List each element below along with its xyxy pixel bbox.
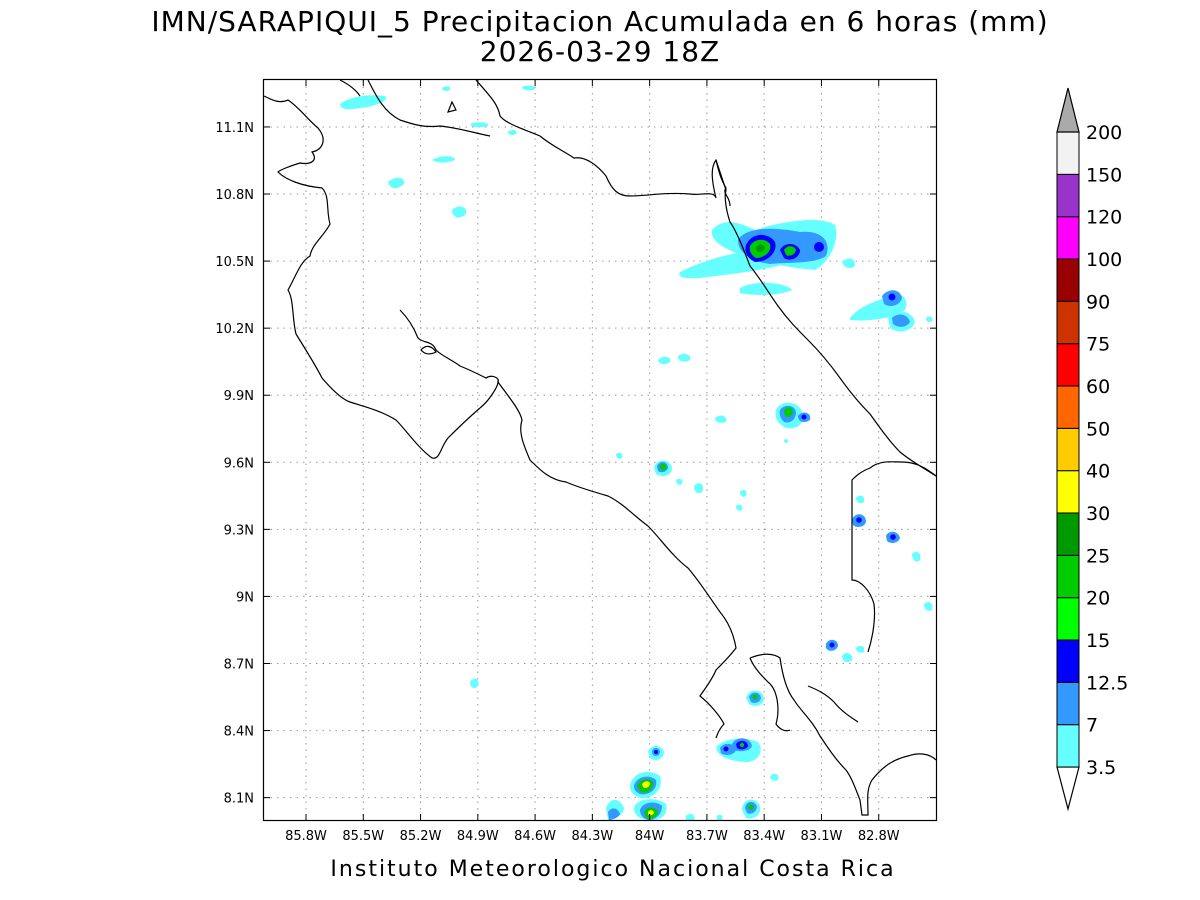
footer-credit: Instituto Meteorologico Nacional Costa R… [330, 857, 896, 882]
colorbar-lower-extend [1056, 766, 1080, 812]
coastline-osa-peninsula [749, 653, 937, 816]
coastline-central-pacific [479, 380, 737, 739]
colorbar-label: 30 [1086, 503, 1110, 525]
coastline-burica-peninsula [807, 685, 859, 723]
map-axes: 85.8W 85.5W 85.2W 84.9W 84.6W 84.3W 84W 83.7W 83… [215, 80, 936, 844]
colorbar-swatch [1056, 300, 1080, 345]
precip-scattered-cells [340, 85, 933, 689]
coastline-lake-nicaragua-north [367, 79, 491, 137]
colorbar-swatch [1056, 724, 1080, 768]
nicoya-island [420, 345, 437, 355]
coastline-golfo-dulce [749, 657, 791, 732]
precip-cluster-northeast [679, 220, 933, 332]
colorbar-label: 12.5 [1086, 672, 1128, 694]
map-grid [264, 80, 936, 820]
colorbar-swatch [1056, 470, 1080, 514]
coastline-and-borders [263, 79, 937, 816]
colorbar-swatch [1056, 173, 1080, 218]
colorbar-label: 20 [1086, 588, 1110, 610]
colorbar-label: 90 [1086, 291, 1110, 313]
lat-tick-label: 11.1N [215, 121, 254, 136]
colorbar-label: 7 [1086, 715, 1098, 737]
colorbar-swatch [1056, 639, 1080, 683]
colorbar-label: 100 [1086, 249, 1122, 271]
lake-island [447, 100, 457, 113]
map-frame [262, 78, 938, 822]
colorbar-swatch [1056, 258, 1080, 302]
lat-tick-label: 8.7N [224, 658, 254, 673]
colorbar-label: 3.5 [1086, 757, 1116, 779]
lon-tick-label: 85.8W [285, 829, 327, 844]
colorbar-swatch [1056, 597, 1080, 641]
lon-tick-label: 85.5W [342, 829, 384, 844]
colorbar-swatch [1056, 427, 1080, 472]
colorbar-label: 50 [1086, 418, 1110, 440]
coastline-nicoya-gulf [399, 309, 499, 383]
lat-tick-label: 9.6N [224, 456, 254, 471]
lat-tick-label: 10.8N [215, 188, 254, 203]
colorbar-label: 75 [1086, 334, 1110, 356]
colorbar-swatch [1056, 216, 1080, 260]
lat-tick-label: 8.1N [224, 792, 254, 807]
lat-tick-label: 9.3N [224, 523, 254, 538]
colorbar-label: 150 [1086, 164, 1122, 186]
lon-tick-label: 84.9W [457, 829, 499, 844]
colorbar-swatch [1056, 512, 1080, 556]
map-title: IMN/SARAPIQUI_5 Precipitacion Acumulada … [151, 5, 1049, 38]
colorbar-label: 200 [1086, 122, 1122, 144]
coastline-caribbean-north [339, 79, 361, 97]
lat-tick-label: 10.2N [215, 322, 254, 337]
lon-tick-label: 84.3W [571, 829, 613, 844]
lon-tick-label: 83.4W [743, 829, 785, 844]
lon-tick-label: 83.1W [801, 829, 843, 844]
border-nicaragua-costa-rica [715, 159, 731, 207]
colorbar-label: 60 [1086, 376, 1110, 398]
colorbar-swatch [1056, 343, 1080, 387]
map-subtitle-datetime: 2026-03-29 18Z [479, 35, 721, 68]
lon-tick-label: 82.8W [858, 829, 900, 844]
colorbar-label: 40 [1086, 461, 1110, 483]
colorbar-swatch [1056, 554, 1080, 599]
coastline-nicaragua-pacific [263, 95, 481, 459]
colorbar-upper-extend [1056, 87, 1080, 133]
colorbar-label: 15 [1086, 630, 1110, 652]
lon-tick-label: 83.7W [686, 829, 728, 844]
colorbar-label: 25 [1086, 545, 1110, 567]
coastline-caribbean [475, 79, 937, 477]
colorbar-label: 120 [1086, 207, 1122, 229]
colorbar-swatch [1056, 385, 1080, 429]
colorbar-legend: 3.5 7 12.5 15 20 25 30 40 50 60 75 90 100 120 150 200 [1056, 87, 1128, 812]
lon-tick-label: 85.2W [400, 829, 442, 844]
lon-tick-label: 84.6W [514, 829, 556, 844]
lon-tick-label: 84W [635, 829, 665, 844]
precip-cluster-south [606, 690, 779, 820]
lat-tick-label: 8.4N [224, 725, 254, 740]
coastline-bocas-del-toro [851, 461, 937, 653]
colorbar-swatch [1056, 131, 1080, 175]
lat-tick-label: 9.9N [224, 389, 254, 404]
lat-tick-label: 10.5N [215, 255, 254, 270]
lat-tick-label: 9N [236, 590, 254, 605]
colorbar-swatch [1056, 681, 1080, 726]
